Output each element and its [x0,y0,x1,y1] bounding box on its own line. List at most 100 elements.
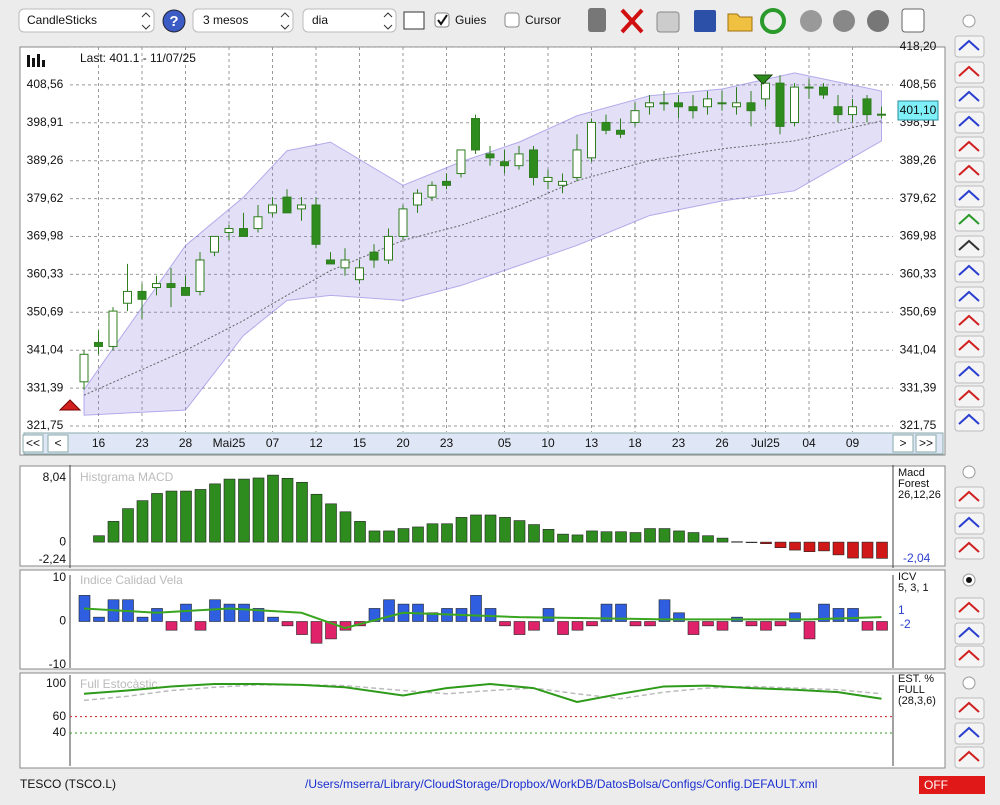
tool-button[interactable] [954,537,985,560]
bar [673,612,685,622]
tool-button[interactable] [954,310,985,333]
type-select[interactable] [18,8,155,33]
buy-marker [58,399,82,411]
tool-button[interactable] [954,286,985,309]
x-tick-label: 28 [179,436,193,450]
moving-average [83,120,882,396]
tool-button[interactable] [954,622,985,645]
config-path[interactable]: /Users/mserra/Library/CloudStorage/Dropb… [305,777,817,791]
last-label: -2 [900,617,911,631]
help-button[interactable] [162,9,186,33]
candle-body [848,106,857,116]
candle-body [456,149,466,175]
tool-button[interactable] [954,722,985,745]
chart-icon[interactable] [403,11,425,30]
dollar-icon[interactable] [800,10,822,32]
tool-button[interactable] [954,235,985,258]
tool-button[interactable] [954,260,985,283]
refresh-icon[interactable] [760,8,786,34]
x-tick-label: 07 [266,436,280,450]
tool-button[interactable] [954,160,985,183]
nav-button[interactable] [47,434,69,453]
bar [600,603,613,622]
y-tick-label: 398,91 [27,115,64,129]
candle-body [572,149,582,178]
candle-body [688,106,698,112]
tool-icon [958,365,980,377]
tool-button[interactable] [954,35,985,58]
tool-button[interactable] [954,185,985,208]
nav-label: << [26,436,40,450]
candle-body [355,267,364,281]
radio[interactable] [962,465,976,479]
y-tick-label: 0 [59,534,66,548]
tool-button[interactable] [954,209,985,232]
settings-icon[interactable] [867,10,889,32]
y-tick-label: 369,98 [27,229,64,243]
select-arrows [383,12,393,30]
tool-button[interactable] [954,335,985,358]
tool-icon [958,39,980,51]
interval-select-text: dia [312,13,328,27]
candle-body [500,161,509,167]
tool-button[interactable] [954,697,985,720]
y-tick-label: 389,26 [27,153,64,167]
x-tick-label: 15 [353,436,367,450]
bar [615,531,627,543]
y-tick-label-right: 418,20 [900,39,937,53]
tool-button[interactable] [954,86,985,109]
delete-icon[interactable] [620,8,644,34]
y-tick-label: 408,56 [27,77,64,91]
bar [658,599,671,622]
radio[interactable] [962,14,976,28]
y-tick-label: -10 [49,657,67,671]
interval-select[interactable] [302,8,397,33]
bar [774,541,787,548]
select-arrows [280,12,290,30]
bar [252,477,265,543]
panel-info: FULL [898,684,925,696]
period-select[interactable] [192,8,294,33]
price-label: 401,10 [900,103,937,117]
cursor-label: Cursor [525,13,561,27]
tool-button[interactable] [954,597,985,620]
cursor-checkbox[interactable] [504,12,520,28]
tool-button[interactable] [954,111,985,134]
state-box[interactable] [919,776,985,794]
euro-icon[interactable] [833,10,855,32]
bar [615,603,627,622]
radio[interactable] [962,676,976,690]
tool-button[interactable] [954,61,985,84]
bar [673,530,685,543]
bar [832,608,845,622]
bar [325,621,337,640]
bar [325,503,337,543]
tool-button[interactable] [954,136,985,159]
bar [702,535,714,543]
nav-button[interactable] [892,434,914,453]
tool-button[interactable] [954,512,985,535]
nav-button[interactable] [22,434,44,453]
save-icon[interactable] [694,10,716,32]
tool-button[interactable] [954,645,985,668]
tool-button[interactable] [954,385,985,408]
tool-icon [958,516,980,528]
trash-icon[interactable] [588,8,606,32]
nav-button[interactable] [915,434,937,453]
bar [296,621,308,635]
stoch-line [83,684,882,702]
bar [93,535,105,543]
tool-button[interactable] [954,361,985,384]
tool-button[interactable] [954,746,985,769]
print-icon[interactable] [656,11,680,33]
calendar-icon[interactable] [901,8,925,33]
tool-button[interactable] [954,409,985,432]
x-tick-label: 10 [541,436,555,450]
bar [528,621,540,631]
y-tick-label-right: 350,69 [900,304,937,318]
select-arrows [141,12,151,30]
tool-icon [958,750,980,762]
open-icon[interactable] [727,13,753,32]
tool-button[interactable] [954,486,985,509]
